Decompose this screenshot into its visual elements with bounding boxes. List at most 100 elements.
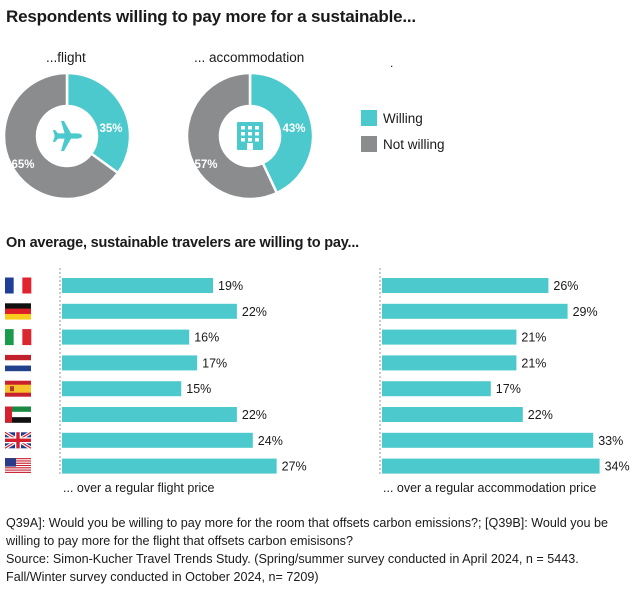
germany-flag-icon — [5, 303, 31, 320]
italy-flag-icon — [5, 329, 32, 346]
legend-swatch-1 — [361, 136, 377, 152]
label-not-willing: 57% — [194, 159, 217, 171]
flag-stripe — [5, 466, 31, 468]
flag-stripe — [5, 460, 31, 462]
bar-value-label: 19% — [218, 279, 243, 293]
flag-stripe — [5, 472, 31, 475]
flag-stripe — [5, 469, 31, 471]
bar-chart-0: 19% 22% 16% 17% 15% 22% 24% 27% ... over a regul… — [59, 268, 307, 495]
hotel-window — [248, 132, 252, 136]
bar-axis-label: ... over a regular accommodation price — [383, 481, 596, 495]
flag-cross-red — [5, 438, 31, 442]
bar-value-label: 15% — [186, 382, 211, 396]
flag-stripe — [5, 303, 31, 309]
bar-italy — [382, 329, 517, 345]
hotel-window — [241, 138, 245, 142]
bar-united-arab-emirates — [62, 407, 237, 422]
bar-spain — [382, 381, 491, 397]
flag-stripe — [5, 308, 31, 315]
bar-value-label: 24% — [258, 434, 283, 448]
flag-stripe — [22, 277, 32, 294]
footnote-line-3: Source: Simon-Kucher Travel Trends Study… — [6, 552, 579, 566]
hotel-window — [248, 126, 252, 130]
airplane-shape — [53, 121, 82, 151]
netherlands-flag-icon — [5, 354, 31, 372]
bar-chart-1: 26%29%21%21%17%22%33%34%... over a regul… — [379, 268, 630, 495]
donut-chart-0: ...flight 35% 65% — [2, 50, 132, 201]
slice-willing — [65, 71, 132, 175]
legend-dot: . — [390, 56, 393, 70]
bar-axis-label: ... over a regular flight price — [63, 481, 215, 495]
hotel-window — [255, 132, 259, 136]
bar-netherlands — [382, 355, 517, 371]
bar-united-kingdom — [62, 432, 253, 448]
hotel-window — [255, 126, 259, 130]
flag-stripe — [5, 313, 31, 320]
airplane-icon — [53, 121, 82, 151]
hotel-window — [255, 138, 259, 142]
bar-value-label: 34% — [605, 460, 630, 474]
bar-value-label: 21% — [521, 356, 546, 370]
bar-united-states — [62, 458, 277, 474]
footnote-line-4: Fall/Winter survey conducted in October … — [6, 570, 319, 584]
flag-stripe — [5, 459, 31, 461]
bar-value-label: 29% — [573, 305, 598, 319]
flag-stripe — [5, 468, 31, 470]
donut-title: ...flight — [46, 50, 86, 65]
bar-value-label: 17% — [202, 356, 227, 370]
flag-stripe — [5, 365, 31, 372]
bar-value-label: 26% — [553, 279, 578, 293]
france-flag-icon — [5, 277, 32, 294]
flag-stripe — [5, 463, 31, 466]
flag-stripe — [13, 329, 23, 346]
bar-value-label: 27% — [282, 460, 307, 474]
bar-united-states — [382, 458, 600, 474]
legend-label-1: Not willing — [383, 137, 445, 152]
flag-canton — [5, 458, 16, 467]
uk-flag-icon — [4, 430, 32, 450]
bar-value-label: 22% — [242, 408, 267, 422]
flag-stripe — [5, 461, 31, 463]
spain-flag-icon — [5, 380, 31, 397]
flag-stripe — [5, 471, 31, 474]
hotel-window — [248, 138, 252, 142]
bar-value-label: 22% — [242, 305, 267, 319]
label-not-willing: 65% — [11, 159, 34, 171]
uae-flag-icon — [5, 406, 31, 423]
flag-stripe — [5, 467, 31, 469]
bar-value-label: 21% — [521, 331, 546, 345]
flag-stripe — [5, 384, 31, 393]
hotel-door — [247, 143, 253, 150]
bar-united-arab-emirates — [382, 407, 523, 422]
flag-stripe — [5, 411, 31, 418]
footnote: Q39A]: Would you be willing to pay more … — [6, 514, 631, 586]
bar-france — [382, 278, 549, 293]
flag-stripe — [5, 458, 31, 460]
page-title: Respondents willing to pay more for a su… — [6, 7, 416, 26]
flag-stripe — [22, 329, 32, 346]
footnote-line-2: willing to pay more for the flight that … — [6, 534, 353, 548]
bar-value-label: 16% — [194, 331, 219, 345]
legend: . Willing Not willing — [361, 56, 445, 152]
label-willing: 35% — [99, 123, 122, 135]
flag-stripe — [5, 406, 12, 423]
bar-germany — [62, 303, 237, 319]
bar-united-kingdom — [382, 432, 594, 448]
hotel-window — [241, 126, 245, 130]
flag-emblem — [10, 386, 14, 392]
flag-stripe — [5, 462, 31, 465]
flag-stripe — [5, 406, 31, 413]
bar-germany — [382, 303, 568, 319]
section-subtitle: On average, sustainable travelers are wi… — [6, 235, 359, 251]
hotel-icon — [237, 122, 263, 150]
flag-stripe — [5, 329, 14, 346]
bar-value-label: 22% — [528, 408, 553, 422]
flag-stripe — [5, 277, 14, 294]
bar-italy — [62, 329, 190, 345]
bar-spain — [62, 381, 182, 397]
bar-netherlands — [62, 355, 198, 371]
footnote-line-1: Q39A]: Would you be willing to pay more … — [6, 516, 609, 530]
label-willing: 43% — [282, 123, 305, 135]
bar-france — [62, 278, 214, 293]
